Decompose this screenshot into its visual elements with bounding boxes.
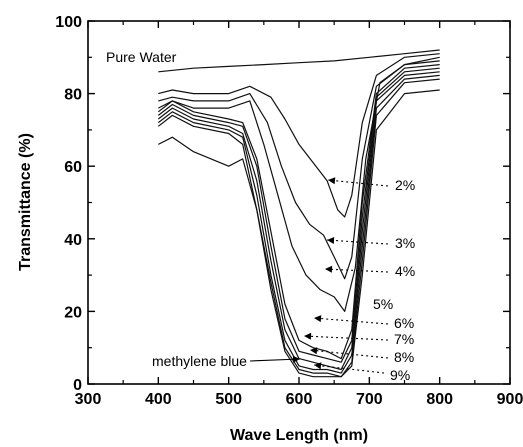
plot-frame: [87, 20, 511, 385]
annotation-leader: [313, 364, 385, 374]
y-tick-label: 20: [64, 304, 82, 321]
series-line-7: [157, 74, 440, 374]
annotation-label: 6%: [394, 315, 414, 331]
annotation-label: 4%: [395, 263, 415, 279]
annotation-leader: [249, 358, 301, 362]
annotation-arrowhead: [292, 355, 300, 363]
annotation-arrowhead: [310, 347, 318, 355]
annotations-group: Pure Water 2% 3% 4% 5%6%7% 8% 9% methylene blue: [106, 49, 415, 383]
y-tick-label: 40: [64, 232, 82, 249]
series-line-1: [158, 53, 440, 218]
x-tick-label: 500: [215, 391, 242, 408]
y-tick-label: 80: [64, 87, 82, 104]
series-line-8: [157, 78, 440, 378]
annotation-label: 8%: [394, 349, 414, 365]
x-axis-title: Wave Length (nm): [230, 427, 368, 444]
annotation-arrowhead: [328, 177, 336, 185]
series-line-9: [158, 89, 440, 378]
series-line-2: [158, 56, 440, 280]
annotation-label: 7%: [394, 331, 414, 347]
x-tick-label: 700: [356, 391, 383, 408]
annotation-label: methylene blue: [152, 353, 247, 369]
annotation-label: 2%: [395, 177, 415, 193]
series-line-5: [157, 67, 440, 363]
annotation-leader: [326, 239, 389, 245]
series-line-4: [157, 64, 440, 360]
x-tick-label: 600: [286, 391, 313, 408]
annotation-leader: [313, 317, 389, 325]
annotation-arrowhead: [314, 362, 322, 370]
annotation-leader: [309, 349, 389, 359]
axis-ticks: 300 400 500 600 700 800 900 0 20 40 60 80 100: [55, 14, 523, 408]
annotation-arrowhead: [314, 315, 322, 323]
y-tick-label: 100: [55, 14, 82, 31]
annotation-leader: [327, 179, 389, 187]
annotation-arrowhead: [325, 265, 333, 273]
series-line-0: [158, 49, 440, 73]
annotation-label: Pure Water: [106, 49, 177, 65]
annotation-label: 9%: [390, 367, 410, 383]
annotation-label: 5%: [373, 296, 393, 312]
annotation-arrowhead: [304, 332, 312, 340]
y-tick-label: 60: [64, 159, 82, 176]
x-tick-label: 900: [497, 391, 523, 408]
series-group: [157, 49, 440, 378]
x-tick-label: 400: [145, 391, 172, 408]
annotation-leader: [324, 268, 389, 273]
x-tick-label: 300: [75, 391, 102, 408]
annotation-arrowhead: [327, 237, 335, 244]
annotation-label: 3%: [395, 235, 415, 251]
y-tick-label: 0: [73, 377, 82, 394]
x-tick-label: 800: [426, 391, 453, 408]
annotation-leader: [303, 335, 389, 341]
y-axis-title: Transmittance (%): [17, 133, 34, 271]
series-line-3: [158, 60, 440, 312]
